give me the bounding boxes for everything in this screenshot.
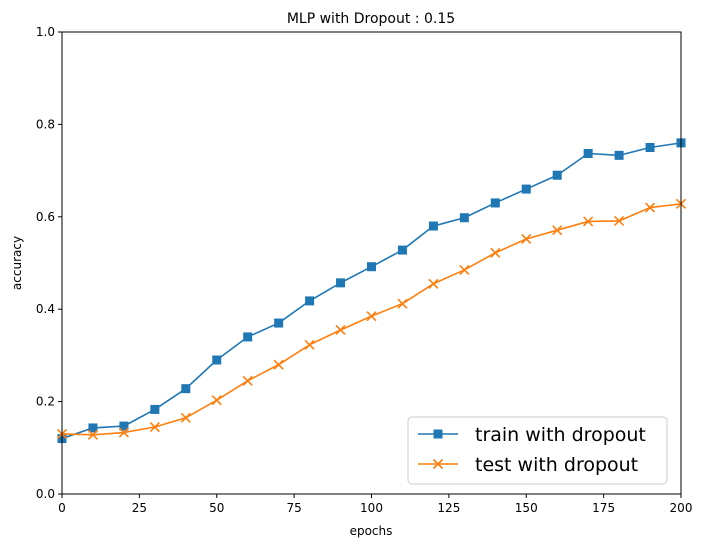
series-train-point xyxy=(305,296,315,306)
series-test-point xyxy=(304,339,315,350)
series-train-point xyxy=(367,262,376,272)
series-train-point xyxy=(243,332,253,342)
series-test-point xyxy=(118,427,129,438)
series-test-point xyxy=(644,202,656,213)
series-train-point xyxy=(428,221,438,231)
x-tick-label: 125 xyxy=(437,501,460,515)
series-test-point xyxy=(211,395,222,406)
series-train-point xyxy=(212,355,222,365)
series-train-point xyxy=(645,143,655,152)
y-tick-label: 0.6 xyxy=(36,210,55,224)
series-test-point xyxy=(552,225,563,236)
series-test-point xyxy=(521,233,532,245)
series-train-point xyxy=(583,149,593,159)
chart-title: MLP with Dropout : 0.15 xyxy=(287,11,455,27)
x-tick-label: 175 xyxy=(592,501,615,515)
series-train-point xyxy=(274,318,284,328)
x-tick-label: 0 xyxy=(58,501,66,515)
series-test-point xyxy=(397,298,408,309)
series-test-point xyxy=(180,412,191,423)
legend-train-label: train with dropout xyxy=(475,424,646,446)
series-test-point xyxy=(583,216,594,227)
x-axis-label: epochs xyxy=(350,524,393,538)
series-train-point xyxy=(150,404,160,414)
axes-layer: 0 25 50 75 100 125 150 175 200 0.0 0.2 0.4 0.6 0.8 1.0 xyxy=(36,25,693,515)
y-tick-label: 0.4 xyxy=(36,302,55,316)
series-test-point xyxy=(335,324,346,336)
series-train-point xyxy=(181,384,191,394)
x-tick-label: 25 xyxy=(132,501,147,515)
legend-test-label: test with dropout xyxy=(475,454,638,476)
series-test-point xyxy=(614,215,625,227)
legend-train-marker xyxy=(433,429,443,439)
series-test-point xyxy=(428,278,439,289)
series-train-point xyxy=(459,213,469,223)
series-train-point xyxy=(119,421,129,431)
x-tick-label: 200 xyxy=(670,501,693,515)
x-tick-label: 100 xyxy=(360,501,383,515)
legend: train with dropout test with dropout xyxy=(407,416,668,485)
series-train-point xyxy=(490,198,500,208)
series-train-point xyxy=(521,184,531,194)
series-train-point xyxy=(614,150,624,160)
series-train-point xyxy=(88,423,98,433)
series-test-point xyxy=(242,375,253,386)
series-train-point xyxy=(552,170,562,180)
legend-test-marker xyxy=(432,458,444,470)
x-tick-label: 50 xyxy=(209,501,224,515)
series-test-point xyxy=(490,247,501,258)
series-train-point xyxy=(397,245,407,255)
y-tick-label: 0.2 xyxy=(36,395,55,409)
series-test-point xyxy=(273,359,284,370)
x-tick-label: 75 xyxy=(286,501,301,515)
y-tick-label: 0.0 xyxy=(36,487,55,501)
y-axis-label: accuracy xyxy=(10,236,24,290)
y-tick-label: 0.8 xyxy=(36,117,55,131)
x-tick-label: 150 xyxy=(515,501,538,515)
series-test-point xyxy=(366,311,377,322)
legend-box xyxy=(407,416,668,485)
series-train-point xyxy=(336,278,346,288)
series-test-point xyxy=(459,264,470,275)
y-tick-label: 1.0 xyxy=(36,25,55,39)
series-test-point xyxy=(149,421,160,433)
series-test-point xyxy=(87,429,99,440)
